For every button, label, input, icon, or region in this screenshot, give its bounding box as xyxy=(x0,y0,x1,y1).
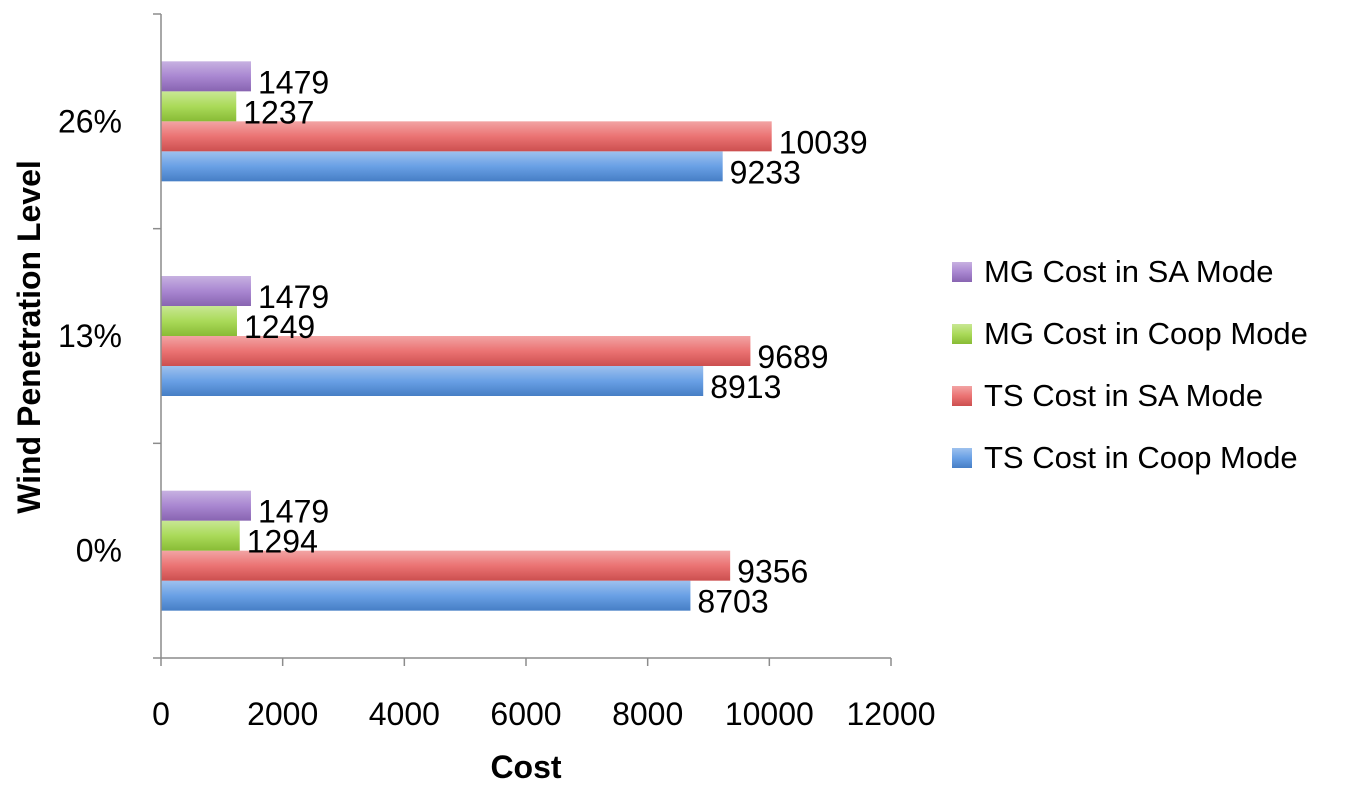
bar-ts-cost-in-coop-mode-26pct xyxy=(161,151,723,182)
bar-ts-cost-in-coop-mode-13pct xyxy=(161,366,704,396)
x-tick-label: 2000 xyxy=(247,696,318,732)
bar-mg-cost-in-sa-mode-0pct xyxy=(161,490,251,521)
legend-swatch xyxy=(952,324,972,344)
data-label: 9233 xyxy=(730,154,801,190)
x-tick-label: 10000 xyxy=(725,696,814,732)
legend-swatch xyxy=(952,262,972,282)
x-axis: 0 2000 4000 6000 8000 10000 12000 xyxy=(152,657,936,732)
data-label: 1237 xyxy=(243,94,314,130)
bar-ts-cost-in-sa-mode-13pct xyxy=(161,336,751,366)
x-tick-label: 8000 xyxy=(612,696,683,732)
x-tick-label: 0 xyxy=(152,696,170,732)
bar-ts-cost-in-sa-mode-0pct xyxy=(161,550,731,581)
data-label: 10039 xyxy=(779,124,868,160)
y-axis: 0% 13% 26% xyxy=(58,13,162,659)
bar-mg-cost-in-sa-mode-13pct xyxy=(161,276,251,306)
y-axis-title: Wind Penetration Level xyxy=(11,160,47,514)
bar-ts-cost-in-sa-mode-26pct xyxy=(161,121,772,152)
data-label: 1479 xyxy=(258,279,329,315)
bar-ts-cost-in-coop-mode-0pct xyxy=(161,580,691,611)
legend-label: TS Cost in Coop Mode xyxy=(984,440,1298,475)
x-tick-label: 4000 xyxy=(369,696,440,732)
bar-mg-cost-in-coop-mode-26pct xyxy=(161,91,237,122)
legend-swatch xyxy=(952,448,972,468)
data-label: 1249 xyxy=(244,309,315,345)
data-label: 8703 xyxy=(697,584,768,620)
legend-label: TS Cost in SA Mode xyxy=(984,378,1263,413)
x-axis-title: Cost xyxy=(490,749,561,785)
data-label: 1479 xyxy=(258,64,329,100)
data-label: 9689 xyxy=(757,339,828,375)
plot-area: 8703935612941479891396891249147992331003… xyxy=(161,61,868,620)
legend-label: MG Cost in Coop Mode xyxy=(984,316,1308,351)
data-label: 1294 xyxy=(247,524,318,560)
data-label: 9356 xyxy=(737,554,808,590)
bar-mg-cost-in-coop-mode-13pct xyxy=(161,306,237,336)
bar-mg-cost-in-coop-mode-0pct xyxy=(161,520,240,551)
y-tick-label: 26% xyxy=(58,103,122,139)
data-label: 8913 xyxy=(710,369,781,405)
x-tick-label: 12000 xyxy=(847,696,936,732)
legend-label: MG Cost in SA Mode xyxy=(984,254,1273,289)
y-tick-label: 0% xyxy=(76,533,122,569)
y-tick-label: 13% xyxy=(58,318,122,354)
data-label: 1479 xyxy=(258,494,329,530)
bar-mg-cost-in-sa-mode-26pct xyxy=(161,61,251,92)
x-tick-label: 6000 xyxy=(490,696,561,732)
legend-swatch xyxy=(952,386,972,406)
legend: MG Cost in SA Mode MG Cost in Coop Mode TS… xyxy=(952,254,1308,475)
